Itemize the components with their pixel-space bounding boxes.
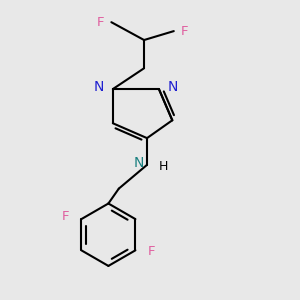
Text: F: F bbox=[181, 25, 189, 38]
Text: N: N bbox=[167, 80, 178, 94]
Text: F: F bbox=[96, 16, 104, 29]
Text: F: F bbox=[148, 245, 155, 258]
Text: N: N bbox=[94, 80, 104, 94]
Text: H: H bbox=[159, 160, 168, 173]
Text: N: N bbox=[134, 156, 144, 170]
Text: F: F bbox=[61, 210, 69, 223]
